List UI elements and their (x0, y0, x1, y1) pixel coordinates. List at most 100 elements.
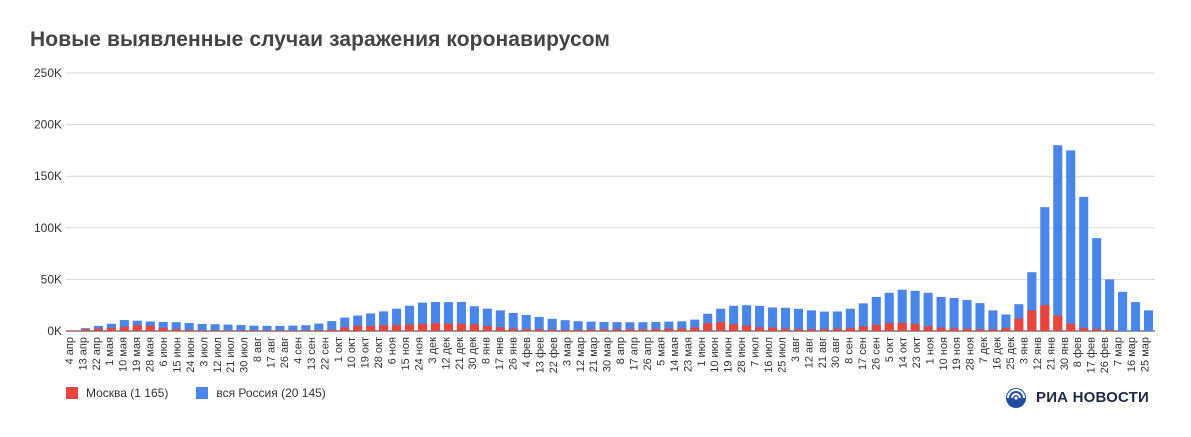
bar-moscow[interactable] (353, 325, 363, 331)
bar-russia[interactable] (314, 323, 324, 331)
bar-russia[interactable] (573, 321, 583, 331)
bar-russia[interactable] (923, 292, 933, 331)
bar-russia[interactable] (780, 307, 791, 331)
bar-moscow[interactable] (508, 328, 518, 331)
bar-moscow[interactable] (262, 330, 272, 331)
bar-moscow[interactable] (158, 327, 168, 331)
bar-moscow[interactable] (67, 330, 78, 331)
bar-moscow[interactable] (275, 330, 285, 331)
bar-russia[interactable] (962, 300, 972, 331)
bar-russia[interactable] (936, 296, 946, 331)
bar-russia[interactable] (249, 325, 259, 331)
bar-moscow[interactable] (949, 328, 959, 331)
bar-moscow[interactable] (729, 324, 739, 331)
bar-moscow[interactable] (327, 329, 337, 331)
bar-moscow[interactable] (573, 329, 583, 331)
bar-moscow[interactable] (1053, 315, 1063, 331)
bar-russia[interactable] (482, 308, 492, 331)
bar-russia[interactable] (599, 322, 609, 331)
bar-russia[interactable] (1001, 314, 1011, 331)
bar-russia[interactable] (560, 320, 570, 331)
bar-moscow[interactable] (897, 322, 907, 331)
bar-russia[interactable] (340, 317, 350, 331)
bar-russia[interactable] (495, 310, 505, 331)
bar-russia[interactable] (521, 314, 531, 331)
bar-russia[interactable] (275, 325, 285, 331)
bar-russia[interactable] (832, 311, 842, 332)
bar-russia[interactable] (768, 307, 778, 331)
bar-moscow[interactable] (197, 330, 207, 331)
bar-russia[interactable] (806, 310, 816, 331)
bar-moscow[interactable] (625, 329, 635, 331)
bar-moscow[interactable] (1105, 329, 1115, 331)
bar-russia[interactable] (547, 318, 557, 331)
bar-moscow[interactable] (1027, 310, 1037, 331)
bar-moscow[interactable] (119, 326, 129, 331)
bar-moscow[interactable] (1001, 327, 1011, 331)
bar-moscow[interactable] (417, 323, 428, 331)
bar-russia[interactable] (625, 322, 635, 331)
bar-russia[interactable] (1066, 150, 1076, 331)
bar-russia[interactable] (664, 321, 674, 331)
bar-russia[interactable] (223, 324, 233, 331)
bar-russia[interactable] (910, 290, 920, 331)
bar-moscow[interactable] (586, 329, 596, 331)
bar-moscow[interactable] (755, 327, 765, 331)
bar-moscow[interactable] (288, 330, 298, 331)
bar-russia[interactable] (897, 289, 907, 331)
legend-item-russia[interactable]: вся Россия (20 145) (196, 386, 326, 400)
bar-russia[interactable] (988, 310, 998, 331)
bar-moscow[interactable] (560, 329, 570, 331)
bar-moscow[interactable] (988, 329, 998, 331)
bar-russia[interactable] (651, 321, 661, 331)
bar-moscow[interactable] (301, 330, 311, 331)
bar-russia[interactable] (871, 296, 881, 331)
bar-moscow[interactable] (366, 325, 376, 331)
bar-moscow[interactable] (871, 324, 881, 331)
bar-russia[interactable] (534, 316, 544, 331)
bar-russia[interactable] (158, 321, 168, 331)
bar-moscow[interactable] (975, 329, 985, 331)
bar-russia[interactable] (638, 322, 648, 331)
bar-moscow[interactable] (482, 326, 492, 331)
bar-russia[interactable] (793, 308, 804, 331)
bar-russia[interactable] (819, 311, 829, 331)
bar-russia[interactable] (288, 325, 298, 331)
bar-moscow[interactable] (638, 329, 648, 331)
bar-moscow[interactable] (534, 329, 544, 331)
bar-moscow[interactable] (651, 329, 661, 331)
bar-russia[interactable] (210, 324, 220, 331)
bar-russia[interactable] (742, 305, 752, 331)
bar-russia[interactable] (456, 301, 466, 331)
bar-moscow[interactable] (832, 328, 842, 331)
bar-moscow[interactable] (145, 325, 155, 331)
bar-moscow[interactable] (184, 329, 194, 331)
bar-moscow[interactable] (716, 322, 726, 331)
bar-moscow[interactable] (742, 325, 752, 331)
bar-moscow[interactable] (469, 324, 479, 331)
bar-russia[interactable] (1105, 279, 1115, 331)
bar-moscow[interactable] (456, 323, 466, 331)
bar-russia[interactable] (690, 319, 700, 331)
bar-russia[interactable] (392, 308, 402, 331)
bar-russia[interactable] (729, 305, 739, 331)
bar-russia[interactable] (586, 321, 596, 331)
bar-moscow[interactable] (1066, 323, 1076, 331)
bar-moscow[interactable] (664, 328, 674, 331)
bar-moscow[interactable] (249, 330, 259, 331)
bar-russia[interactable] (1079, 196, 1089, 331)
bar-russia[interactable] (353, 315, 363, 331)
bar-moscow[interactable] (690, 327, 700, 331)
bar-russia[interactable] (858, 303, 868, 331)
bar-moscow[interactable] (923, 326, 933, 331)
bar-russia[interactable] (949, 297, 959, 331)
bar-russia[interactable] (755, 305, 765, 331)
bar-moscow[interactable] (793, 329, 804, 331)
bar-russia[interactable] (327, 321, 337, 331)
bar-moscow[interactable] (236, 330, 246, 331)
bar-moscow[interactable] (703, 323, 713, 331)
bar-moscow[interactable] (405, 324, 415, 332)
legend-item-moscow[interactable]: Москва (1 165) (66, 386, 168, 400)
bar-moscow[interactable] (845, 327, 855, 331)
bar-russia[interactable] (884, 292, 894, 331)
